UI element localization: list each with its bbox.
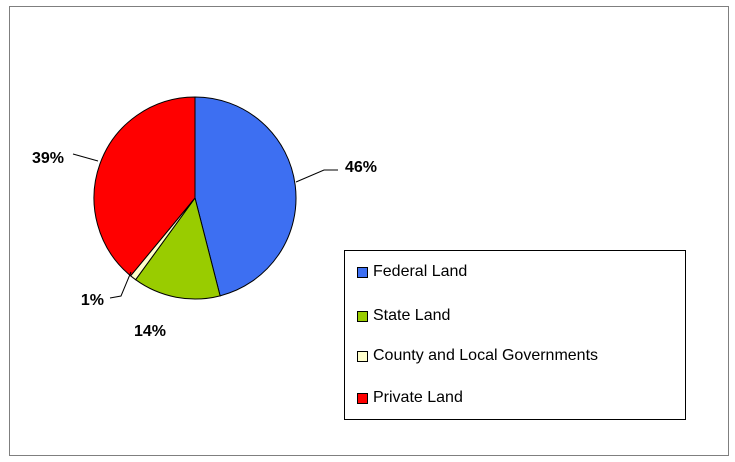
legend-swatch-county-local [357,350,368,362]
legend-item-private-land: Private Land [357,388,463,408]
legend-label-federal-land: Federal Land [373,263,468,280]
legend-label-private-land: Private Land [373,389,463,406]
data-label-county-local: 1% [81,292,104,309]
leader-line-private-land [72,153,99,162]
pie-slice-private-land [93,96,196,277]
legend-item-federal-land: Federal Land [357,262,467,282]
legend-swatch-federal-land [357,266,368,278]
legend-item-state-land: State Land [357,306,450,326]
leader-line-county-local [109,271,132,299]
legend-label-county-local: County and Local Governments [373,347,599,364]
legend-swatch-state-land [357,310,368,322]
legend-swatch-private-land [357,392,368,404]
chart-legend: Federal Land State Land County and Local… [344,250,686,420]
legend-label-state-land: State Land [373,307,451,324]
data-label-federal-land: 46% [345,159,377,176]
legend-item-county-local: County and Local Governments [357,346,598,366]
pie-slice-state-land [134,196,221,300]
data-label-state-land: 14% [134,323,166,340]
leader-line-federal-land [295,169,338,183]
pie-slice-federal-land [194,96,297,297]
data-label-private-land: 39% [32,150,64,167]
